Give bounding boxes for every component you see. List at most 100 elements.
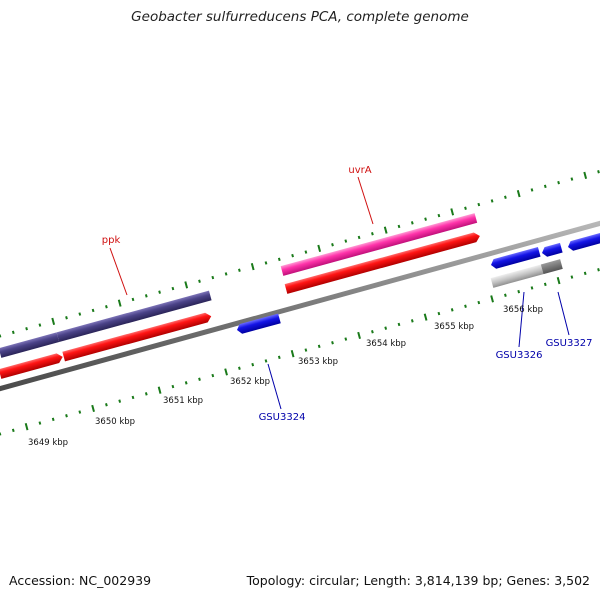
outer-minor-tick — [331, 243, 334, 247]
gene-label-ppk: ppk — [102, 235, 121, 246]
outer-minor-tick — [570, 177, 574, 181]
gene-arrow-blue-6[interactable] — [567, 231, 600, 252]
scale-minor-tick — [171, 384, 175, 389]
gene-arrow-blue-4[interactable] — [490, 246, 541, 270]
outer-minor-tick — [344, 239, 348, 243]
gene-arrow-purple-1[interactable] — [0, 332, 60, 358]
outer-minor-tick — [144, 294, 148, 298]
scale-minor-tick — [51, 417, 55, 422]
scale-minor-tick — [105, 403, 108, 407]
outer-major-tick — [450, 208, 455, 216]
scale-minor-tick — [65, 414, 68, 418]
outer-minor-tick — [25, 327, 28, 331]
gene-arrow-red-3[interactable] — [284, 231, 482, 294]
outer-minor-tick — [277, 257, 281, 262]
gene-arrow-red-2[interactable] — [62, 311, 212, 362]
scale-minor-tick — [344, 337, 348, 341]
scale-major-tick — [224, 368, 228, 376]
outer-minor-tick — [224, 272, 228, 276]
uvra-leader — [357, 176, 374, 225]
scale-major-tick — [490, 295, 494, 303]
scale-minor-tick — [264, 359, 268, 363]
outer-minor-tick — [38, 323, 42, 327]
scale-major-tick — [290, 350, 295, 358]
outer-minor-tick — [11, 330, 15, 335]
scale-major-tick — [357, 331, 361, 340]
scale-minor-tick — [11, 428, 15, 433]
scale-minor-tick — [583, 271, 587, 276]
outer-minor-tick — [437, 213, 441, 218]
scale-labels: 3649 kbp 3650 kbp 3651 kbp 3652 kbp 3653 kbp… — [28, 305, 543, 448]
gene-arrow-pink-uvra[interactable] — [280, 213, 478, 276]
scale-minor-tick — [464, 304, 467, 308]
outer-minor-tick — [171, 286, 175, 291]
scale-label: 3653 kbp — [298, 357, 338, 367]
gene-arrow-blue-5[interactable] — [541, 242, 563, 258]
scale-minor-tick — [238, 366, 241, 370]
outer-minor-tick — [198, 279, 201, 283]
outer-major-tick — [184, 281, 189, 289]
scale-minor-tick — [371, 330, 374, 334]
scale-minor-tick — [504, 293, 507, 297]
gsu3326-leader — [518, 291, 525, 348]
scale-label: 3654 kbp — [366, 339, 406, 349]
outer-minor-tick — [291, 253, 294, 258]
accession-label: Accession: NC_002939 — [9, 573, 152, 588]
outer-minor-tick — [105, 305, 108, 309]
scale-minor-tick — [570, 275, 574, 279]
scale-major-tick — [423, 313, 428, 321]
outer-minor-tick — [477, 202, 481, 207]
scale-minor-tick — [184, 381, 188, 385]
scale-major-tick — [157, 386, 162, 394]
gene-arrow-grey-gsu3326[interactable] — [490, 264, 544, 288]
scale-minor-tick — [397, 322, 401, 327]
map-title: Geobacter sulfurreducens PCA, complete g… — [131, 9, 469, 25]
outer-minor-tick — [211, 275, 215, 280]
scale-minor-tick — [450, 308, 454, 312]
scale-minor-tick — [78, 410, 82, 414]
outer-minor-tick — [304, 250, 308, 254]
outer-minor-tick — [91, 308, 95, 313]
outer-minor-tick — [397, 224, 401, 229]
scale-minor-tick — [251, 362, 255, 367]
scale-minor-tick — [304, 348, 308, 352]
gene-arrow-blue-gsu3324[interactable] — [236, 313, 281, 335]
gsu3327-leader — [557, 291, 570, 336]
gene-arrow-dark-gsu3327[interactable] — [540, 259, 563, 275]
outer-minor-tick — [557, 180, 560, 185]
outer-major-tick — [250, 263, 255, 271]
ppk-leader — [109, 247, 128, 296]
outer-minor-tick — [131, 297, 135, 302]
outer-minor-tick — [158, 290, 161, 294]
scale-minor-tick — [144, 392, 148, 396]
gene-arrow-red-1[interactable] — [0, 352, 64, 379]
gsu3324-leader — [267, 363, 282, 410]
scale-minor-tick — [331, 341, 334, 345]
scale-minor-tick — [38, 421, 42, 425]
scale-minor-tick — [317, 344, 321, 349]
outer-minor-tick — [530, 188, 534, 192]
scale-minor-tick — [437, 311, 441, 316]
outer-minor-tick — [490, 199, 494, 203]
outer-minor-tick — [543, 184, 547, 189]
scale-label: 3656 kbp — [503, 305, 543, 315]
scale-major-tick — [24, 423, 29, 431]
gene-label-uvra: uvrA — [348, 165, 371, 176]
scale-label: 3655 kbp — [434, 322, 474, 332]
outer-minor-tick — [597, 170, 600, 174]
scale-minor-tick — [410, 319, 414, 323]
outer-minor-tick — [410, 221, 414, 225]
scale-minor-tick — [118, 399, 122, 403]
scale-minor-tick — [543, 282, 547, 287]
gene-label-gsu3327: GSU3327 — [546, 338, 593, 349]
gene-arrow-purple-ppk[interactable] — [56, 290, 212, 342]
scale-label: 3652 kbp — [230, 377, 270, 387]
scale-tick-row — [0, 268, 600, 436]
scale-label: 3649 kbp — [28, 438, 68, 448]
scale-minor-tick — [477, 300, 481, 305]
scale-major-tick — [556, 277, 561, 285]
outer-major-tick — [383, 226, 388, 234]
outer-major-tick — [51, 317, 56, 326]
outer-minor-tick — [78, 312, 82, 316]
scale-minor-tick — [384, 326, 388, 330]
